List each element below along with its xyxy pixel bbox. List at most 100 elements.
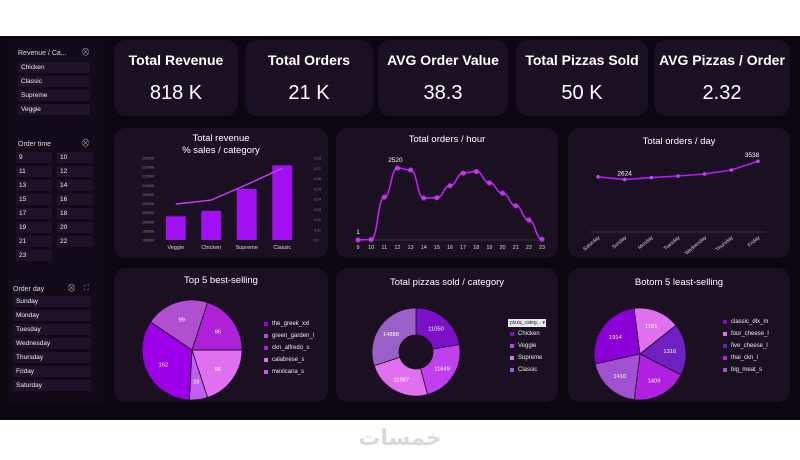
legend-item: classic_dlx_m xyxy=(723,316,769,328)
data-label: 2520 xyxy=(388,157,403,164)
slicer-item-day[interactable]: Sunday xyxy=(13,296,91,307)
x-tick-label: 10 xyxy=(368,245,374,251)
legend-item: thai_ckn_l xyxy=(723,352,769,364)
slice-label: 1409 xyxy=(648,379,661,385)
x-tick-label: Classic xyxy=(273,245,291,251)
top5-pie: 162 99 96 96 28 xyxy=(141,299,243,401)
slice-label: 162 xyxy=(159,362,169,368)
kpi-value: 21 K xyxy=(288,82,330,104)
category-donut: 11050 11649 11987 14888 xyxy=(371,307,461,397)
legend-swatch xyxy=(510,332,514,336)
slicer-item-hour[interactable]: 12 xyxy=(57,166,93,177)
pie-slice xyxy=(371,307,417,367)
data-point xyxy=(460,170,466,176)
filter-clear-icon[interactable]: ⛒ xyxy=(82,140,90,147)
category-filter-dropdown[interactable]: pizza_categ... ▾ xyxy=(508,319,546,327)
slicer-item-hour[interactable]: 9 xyxy=(16,152,52,163)
legend-swatch xyxy=(723,344,727,348)
category-slicer-title: Revenue / Ca... xyxy=(18,50,67,57)
kpi-value: 50 K xyxy=(561,82,603,104)
x-tick-label: Friday xyxy=(747,235,762,249)
legend-item: big_meat_s xyxy=(723,364,769,376)
slice-label: 14888 xyxy=(383,332,399,338)
chevron-down-icon: ▾ xyxy=(542,320,545,326)
slicer-item-category[interactable]: Chicken xyxy=(18,62,90,73)
slice-label: 1914 xyxy=(609,335,623,341)
y-tick-label: 180000 xyxy=(142,239,154,243)
kpi-title: Total Orders xyxy=(267,52,351,68)
chart-title: Botom 5 least-selling xyxy=(634,277,724,288)
slicer-item-hour[interactable]: 15 xyxy=(16,194,52,205)
filter-clear-icon[interactable]: ⛒ xyxy=(82,49,90,56)
slicer-item-hour[interactable]: 21 xyxy=(16,236,52,247)
slicer-item-hour[interactable]: 17 xyxy=(16,208,52,219)
bottom5-panel: Botom 5 least-selling 1914 1181 1316 1409 14… xyxy=(568,268,790,402)
y2-tick-label: 0.22 xyxy=(314,218,321,222)
filter-clear-icon[interactable]: ⛒ xyxy=(68,285,76,292)
slicer-item-category[interactable]: Classic xyxy=(18,76,90,87)
legend-swatch xyxy=(264,322,268,326)
y2-tick-label: 0.26 xyxy=(314,177,321,181)
data-point xyxy=(756,159,760,164)
multi-select-icon[interactable]: ⛶ xyxy=(84,285,89,292)
slicer-item-day[interactable]: Friday xyxy=(13,366,91,377)
pie-slice xyxy=(639,324,687,376)
kpi-value: 818 K xyxy=(149,82,203,104)
slicer-item-category[interactable]: Veggie xyxy=(18,104,90,115)
x-tick-label: Supreme xyxy=(236,245,258,251)
orders-hour-panel: Total orders / hour 9 10 11 12 13 14 15 16 17 18 1… xyxy=(336,128,558,258)
x-tick-label: 9 xyxy=(356,245,359,251)
slicer-item-hour[interactable]: 14 xyxy=(57,180,93,191)
slicer-item-day[interactable]: Saturday xyxy=(13,380,91,391)
y-tick-label: 215000 xyxy=(142,175,154,179)
slicer-item-category[interactable]: Supreme xyxy=(18,90,90,101)
legend-label: classic_dlx_m xyxy=(731,319,769,325)
y2-tick-label: 0.21 xyxy=(314,228,321,232)
bottom5-pie: 1914 1181 1316 1409 1410 xyxy=(593,307,687,401)
kpi-total-orders: Total Orders 21 K xyxy=(245,40,373,116)
legend-item: Chicken xyxy=(510,328,542,340)
data-point xyxy=(596,175,600,179)
slicer-item-hour[interactable]: 19 xyxy=(16,222,52,233)
legend-swatch xyxy=(264,334,268,338)
slicer-item-day[interactable]: Wednesday xyxy=(13,338,91,349)
slice-label: 1410 xyxy=(613,374,626,380)
slicer-item-day[interactable]: Tuesday xyxy=(13,324,91,335)
slicer-item-hour[interactable]: 20 xyxy=(57,222,93,233)
data-point xyxy=(355,237,361,243)
legend-swatch xyxy=(723,356,727,360)
slicer-item-hour[interactable]: 10 xyxy=(57,152,93,163)
data-point xyxy=(622,177,627,182)
orders-hour-chart: 9 10 11 12 13 14 15 16 17 18 19 20 21 22 23 1 2520 xyxy=(355,157,545,251)
footer: خمسات xyxy=(0,420,800,460)
data-point xyxy=(649,175,654,180)
chart-title: Total orders / day xyxy=(642,136,716,147)
slicer-item-hour[interactable]: 11 xyxy=(16,166,52,177)
slicer-item-hour[interactable]: 18 xyxy=(57,208,93,219)
slicer-item-day[interactable]: Monday xyxy=(13,310,91,321)
slicer-item-hour[interactable]: 22 xyxy=(57,236,93,247)
legend-item: five_cheese_l xyxy=(723,340,769,352)
pie-slice xyxy=(150,299,209,351)
category-panel: Total pizzas sold / category 11050 11649 1… xyxy=(336,268,558,402)
x-tick-label: Thursday xyxy=(715,235,735,253)
legend-swatch xyxy=(510,356,514,360)
slicer-item-hour[interactable]: 23 xyxy=(16,250,52,261)
y2-tick-label: 0.24 xyxy=(314,198,321,202)
y-tick-label: 190000 xyxy=(142,220,154,224)
x-tick-label: 17 xyxy=(460,245,466,251)
pie-slice xyxy=(141,321,193,401)
kpi-value: 2.32 xyxy=(702,82,742,104)
bar xyxy=(201,210,222,240)
chart-title: Total orders / hour xyxy=(408,134,486,145)
y-tick-label: 220000 xyxy=(142,166,154,170)
pie-slice xyxy=(593,307,641,365)
slicer-item-hour[interactable]: 16 xyxy=(57,194,93,205)
legend-swatch xyxy=(510,344,514,348)
data-point xyxy=(513,203,519,209)
y-tick-label: 195000 xyxy=(142,211,154,215)
slicer-item-hour[interactable]: 13 xyxy=(16,180,52,191)
dropdown-label: pizza_categ... xyxy=(510,320,541,326)
orders-day-panel: Total orders / day Saturday Sunday Monday T… xyxy=(568,128,790,258)
slicer-item-day[interactable]: Thursday xyxy=(13,352,91,363)
